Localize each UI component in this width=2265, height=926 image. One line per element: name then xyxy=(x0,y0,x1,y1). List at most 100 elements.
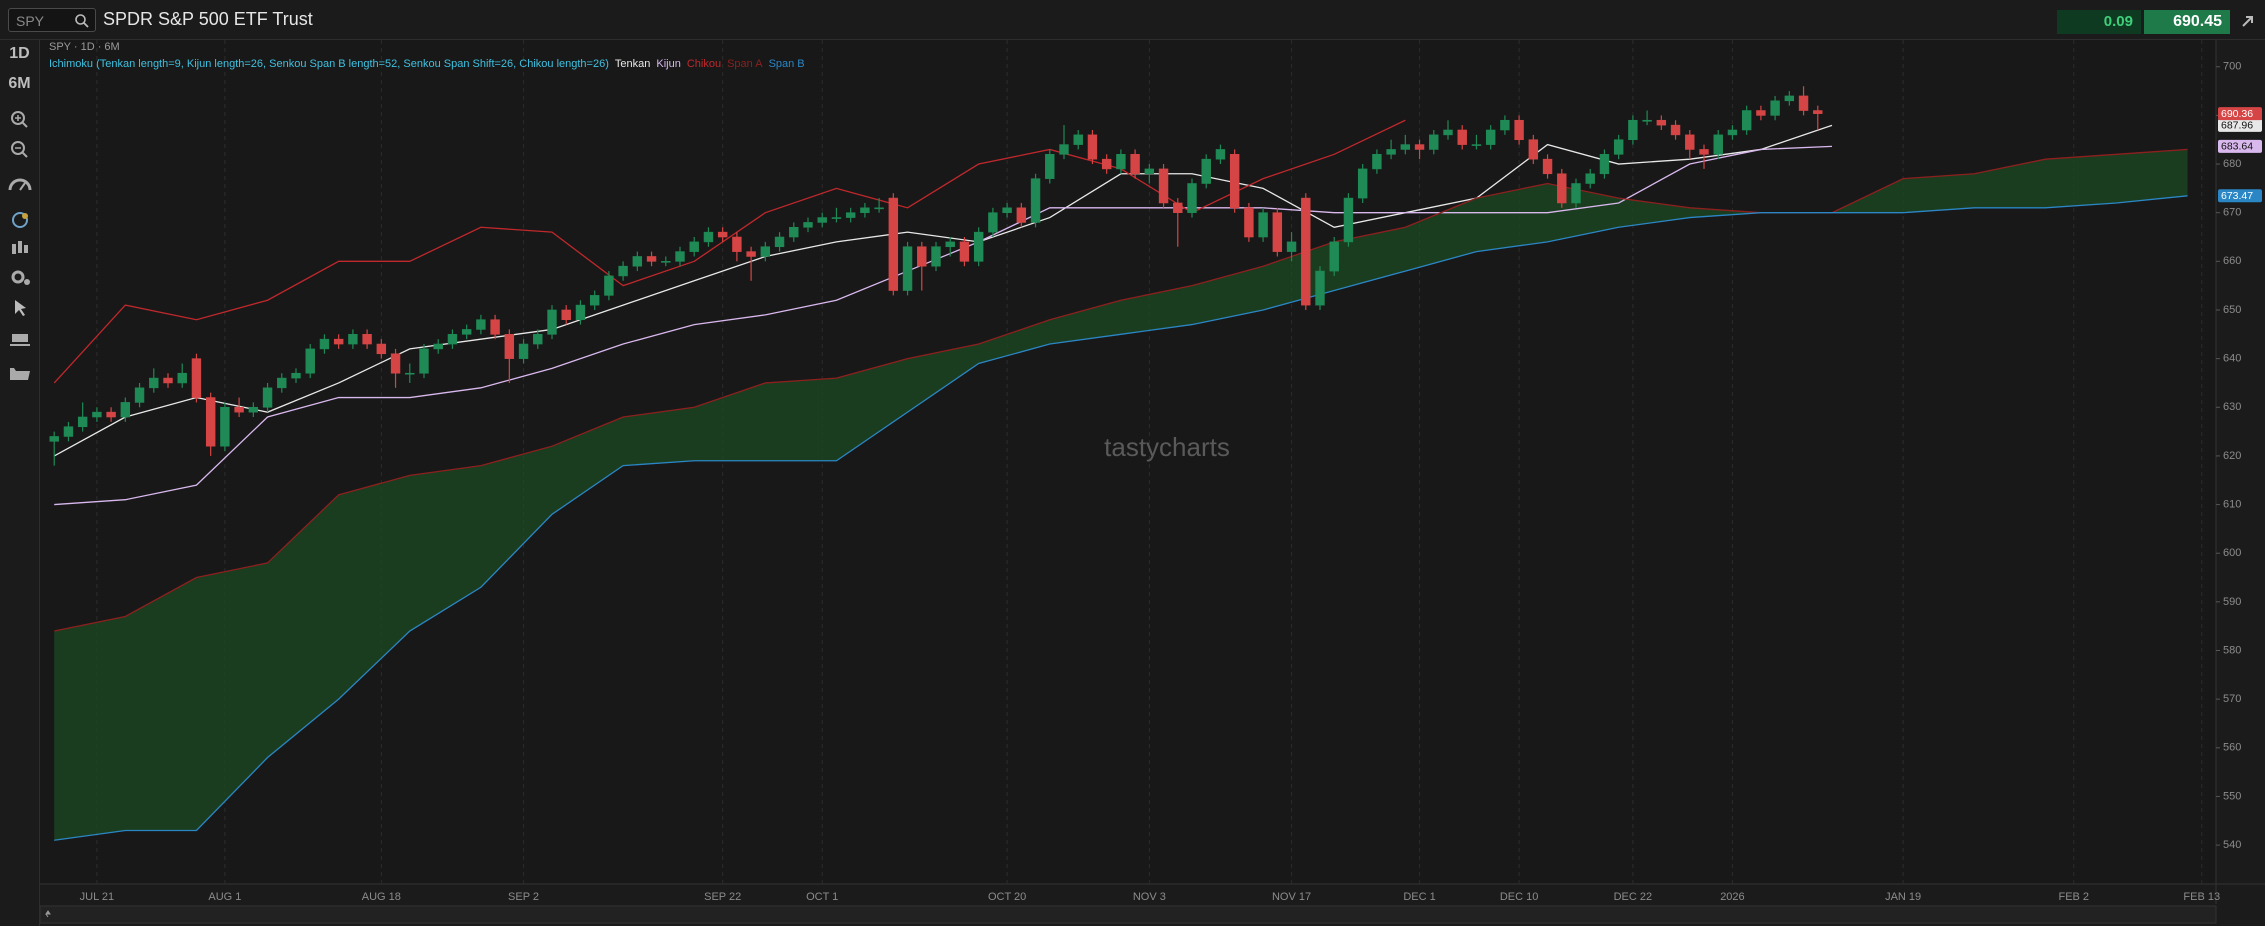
candle-body xyxy=(547,309,557,335)
candle-body xyxy=(732,236,742,252)
candle-body xyxy=(646,256,657,262)
candle-body xyxy=(959,241,970,262)
y-tick-label: 540 xyxy=(2223,839,2241,851)
candle-body xyxy=(262,387,273,408)
candle-body xyxy=(1557,173,1567,204)
candle-body xyxy=(1443,129,1453,136)
y-tick-label: 700 xyxy=(2223,61,2241,73)
candle-body xyxy=(1400,144,1411,150)
candle-body xyxy=(1372,154,1382,170)
x-tick-label: OCT 20 xyxy=(988,891,1026,903)
candle-body xyxy=(902,246,913,291)
candle-body xyxy=(1272,212,1283,252)
range-button[interactable]: 6M xyxy=(8,75,31,92)
candle-body xyxy=(234,406,244,413)
candle-body xyxy=(348,334,358,345)
interval-button[interactable]: 1D xyxy=(9,45,30,62)
scroll-left-icon[interactable] xyxy=(45,910,51,918)
candle-body xyxy=(1713,134,1723,155)
candle-body xyxy=(1016,207,1027,223)
legend-entry[interactable]: Kijun xyxy=(656,58,681,70)
legend-entry[interactable]: Span B xyxy=(768,58,805,70)
x-tick-label: FEB 13 xyxy=(2183,891,2220,903)
candle-body xyxy=(518,343,529,359)
candle-body xyxy=(1414,144,1425,150)
scrollbar[interactable] xyxy=(39,905,2217,924)
zoom-in-icon[interactable] xyxy=(11,111,28,128)
candle-body xyxy=(461,329,472,335)
legend-entry[interactable]: Chikou xyxy=(686,58,722,70)
candle-body xyxy=(191,358,202,398)
candle-body xyxy=(1429,134,1439,150)
candle-body xyxy=(945,241,955,248)
legend-entry[interactable]: Span A xyxy=(727,58,763,70)
candle-body xyxy=(1158,168,1169,204)
candle-body xyxy=(1613,139,1624,155)
candle-body xyxy=(1101,158,1112,170)
candle-body xyxy=(1500,119,1510,131)
candle-body xyxy=(362,334,372,345)
x-tick-label: SEP 22 xyxy=(704,891,741,903)
y-tick-label: 640 xyxy=(2223,353,2241,365)
chart-subtitle: SPY · 1D · 6M xyxy=(49,41,120,53)
candle-body xyxy=(1642,119,1652,122)
candle-body xyxy=(405,372,415,375)
candle-body xyxy=(1741,110,1752,131)
candle-body xyxy=(888,197,899,291)
x-tick-label: FEB 2 xyxy=(2058,891,2089,903)
symbol-text[interactable]: SPY xyxy=(16,13,45,29)
indicator-line xyxy=(54,145,1833,506)
cursor-icon[interactable] xyxy=(15,300,26,316)
candle-body xyxy=(1670,124,1681,136)
price-tag-bg xyxy=(2218,189,2262,203)
candle-body xyxy=(1045,154,1055,179)
candle-body xyxy=(1727,129,1738,136)
candle-body xyxy=(618,265,628,277)
candle-body xyxy=(1315,270,1325,306)
candle-body xyxy=(1756,110,1766,116)
indicators-icon[interactable] xyxy=(8,178,32,191)
candle-body xyxy=(106,411,116,418)
candle-body xyxy=(874,207,884,210)
symbol-search[interactable]: SPY xyxy=(8,8,96,32)
indicator-line xyxy=(54,195,2188,841)
indicator-line: Ichimoku (Tenkan length=9, Kijun length=… xyxy=(49,56,805,73)
candle-body xyxy=(134,387,145,403)
settings-icon[interactable] xyxy=(11,270,30,285)
candle-body xyxy=(1798,95,1809,111)
toolbar-icons xyxy=(8,111,32,380)
candle-body xyxy=(1073,134,1083,145)
search-icon[interactable] xyxy=(74,13,90,29)
studies-icon[interactable] xyxy=(12,212,28,228)
watermark: tastycharts xyxy=(1104,432,1230,462)
candle-body xyxy=(973,231,984,262)
legend-entry[interactable]: Tenkan xyxy=(614,58,651,70)
zoom-out-icon[interactable] xyxy=(11,141,28,158)
candle-body xyxy=(845,212,856,218)
candle-body xyxy=(1571,183,1581,204)
candle-body xyxy=(1784,95,1795,102)
y-tick-label: 600 xyxy=(2223,547,2241,559)
candle-body xyxy=(589,295,600,306)
y-tick-label: 650 xyxy=(2223,304,2241,316)
x-tick-label: DEC 10 xyxy=(1500,891,1539,903)
candle-body xyxy=(1542,158,1553,175)
y-tick-label: 610 xyxy=(2223,498,2241,510)
chart-type-icon[interactable] xyxy=(12,241,28,254)
candle-body xyxy=(149,377,159,389)
candle-body xyxy=(205,397,216,447)
price-tag: 687.96 xyxy=(2221,120,2253,132)
popout-icon[interactable] xyxy=(2240,13,2256,29)
price-tag-bg xyxy=(2218,139,2262,153)
candle-body xyxy=(1585,173,1595,184)
folder-icon[interactable] xyxy=(10,368,30,380)
y-tick-label: 620 xyxy=(2223,450,2241,462)
candle-body xyxy=(1187,183,1197,213)
x-tick-label: DEC 1 xyxy=(1403,891,1435,903)
candle-body xyxy=(1628,119,1638,141)
drawing-icon[interactable] xyxy=(10,334,30,346)
candle-body xyxy=(1130,154,1140,175)
candle-body xyxy=(1301,197,1311,306)
candle-body xyxy=(177,372,187,384)
